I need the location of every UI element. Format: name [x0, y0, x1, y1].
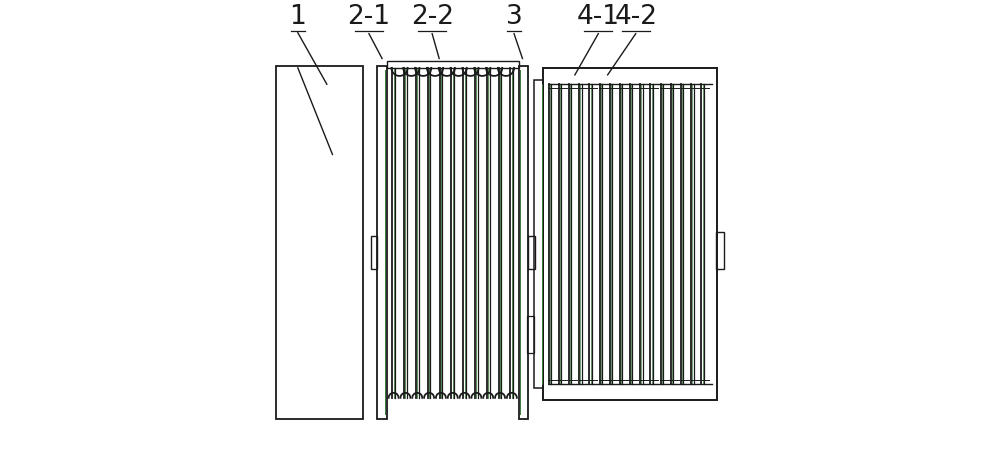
Bar: [527, 316, 534, 353]
Text: 3: 3: [506, 4, 522, 30]
Bar: [387, 61, 519, 68]
Bar: [371, 236, 377, 269]
Text: 2-1: 2-1: [347, 4, 390, 30]
Bar: [377, 66, 387, 419]
Bar: [528, 236, 535, 269]
Bar: [519, 66, 528, 419]
Text: 2-2: 2-2: [411, 4, 454, 30]
Bar: [543, 68, 717, 400]
Text: 4-1: 4-1: [577, 4, 620, 30]
Bar: [534, 80, 543, 388]
Text: 1: 1: [289, 4, 306, 30]
Text: 4-2: 4-2: [614, 4, 657, 30]
Bar: [276, 66, 363, 419]
Bar: [716, 232, 724, 269]
